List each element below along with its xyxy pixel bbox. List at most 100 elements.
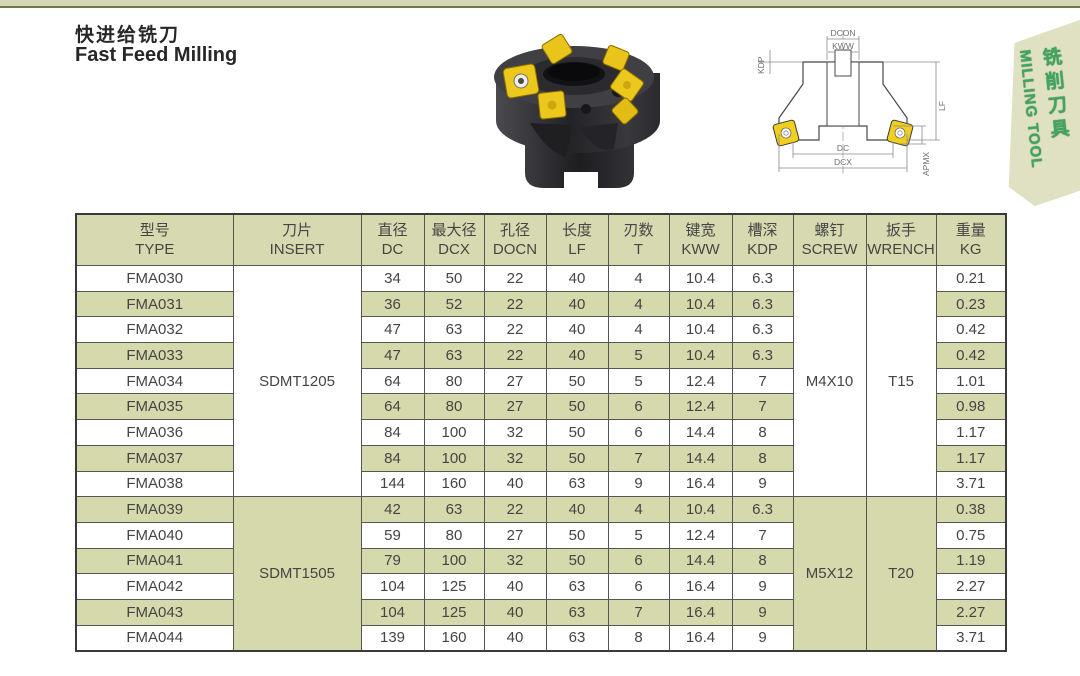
cell-kdp: 7 [731,367,794,395]
cell-docn: 27 [483,393,547,421]
cell-dc: 84 [360,444,425,472]
table-row: FMA037 84 100 32 50 7 14.4 8 1.17 [75,444,1007,472]
column-header-zh: 槽深 [747,221,778,239]
column-header-dc: 直径 DC [360,213,425,266]
cell-kg: 0.75 [935,521,1007,549]
cell-lf: 40 [545,496,609,523]
cell-docn: 32 [483,547,547,575]
cell-screw-merged: M5X12 [792,496,867,652]
cell-dcx: 50 [423,265,485,292]
cell-kg: 0.98 [935,393,1007,421]
column-header-dcx: 最大径 DCX [423,213,485,266]
cell-lf: 63 [545,598,609,626]
cell-kdp: 8 [731,419,794,446]
column-header-wrench: 扳手 WRENCH [865,213,937,266]
column-header-lf: 长度 LF [545,213,609,266]
cell-kww: 16.4 [668,624,733,652]
table-row: FMA034 64 80 27 50 5 12.4 7 1.01 [75,367,1007,395]
cell-wrench-merged: T15 [865,264,937,498]
cell-kg: 1.19 [935,547,1007,575]
cell-t: 7 [607,444,670,472]
cell-lf: 63 [545,573,609,600]
cell-docn: 32 [483,444,547,472]
cell-type: FMA043 [75,598,234,626]
cell-kww: 10.4 [668,342,733,369]
cell-lf: 40 [545,342,609,369]
cell-t: 9 [607,470,670,498]
milling-tool-tab[interactable]: MILLING TOOL 铣削刀具 [1008,19,1080,207]
cell-kww: 16.4 [668,470,733,498]
cell-kdp: 6.3 [731,265,794,292]
cell-dcx: 125 [423,598,485,626]
cell-dcx: 80 [423,367,485,395]
column-header-docn: 孔径 DOCN [483,213,547,266]
cell-type: FMA033 [75,342,234,369]
cell-dc: 36 [360,290,425,318]
table-row: FMA041 79 100 32 50 6 14.4 8 1.19 [75,547,1007,575]
page-title-zh: 快进给铣刀 [75,25,181,46]
table-row: FMA036 84 100 32 50 6 14.4 8 1.17 [75,419,1007,446]
dim-label-apmx: APMX [921,152,931,176]
cell-kww: 14.4 [668,444,733,472]
cell-t: 4 [607,316,670,344]
column-header-en: DCX [438,241,470,258]
cell-kdp: 8 [731,547,794,575]
cell-docn: 22 [483,316,547,344]
cell-t: 5 [607,342,670,369]
cell-docn: 40 [483,598,547,626]
cell-dc: 84 [360,419,425,446]
cell-kww: 10.4 [668,316,733,344]
cell-dc: 144 [360,470,425,498]
cell-type: FMA039 [75,496,234,523]
spec-table: 型号 TYPE 刀片 INSERT 直径 DC 最大径 DCX 孔径 DOCN 长度 LF 刃数 T 键宽 K… [75,213,1007,653]
cell-dcx: 63 [423,342,485,369]
spec-table-body: FMA030 SDMT1205 34 50 22 40 4 10.4 6.3 M4X10 T15 0.… [75,264,1007,652]
table-row: FMA043 104 125 40 63 7 16.4 9 2.27 [75,598,1007,626]
page-title-en: Fast Feed Milling [75,44,238,66]
cell-type: FMA038 [75,470,234,498]
cell-kww: 16.4 [668,573,733,600]
cell-kdp: 9 [731,598,794,626]
cell-kg: 1.17 [935,419,1007,446]
cell-kww: 12.4 [668,521,733,549]
cell-kg: 3.71 [935,470,1007,498]
column-header-zh: 直径 [377,221,408,239]
cell-kdp: 6.3 [731,316,794,344]
cell-kww: 12.4 [668,367,733,395]
cell-type: FMA036 [75,419,234,446]
cell-kdp: 8 [731,444,794,472]
cell-dc: 79 [360,547,425,575]
cell-kg: 3.71 [935,624,1007,652]
cell-kg: 0.38 [935,496,1007,523]
cell-docn: 27 [483,367,547,395]
column-header-en: DC [381,241,404,258]
cell-kdp: 9 [731,624,794,652]
cell-dcx: 63 [423,496,485,523]
cell-t: 6 [607,573,670,600]
cell-dc: 59 [360,521,425,549]
column-header-zh: 孔径 [499,221,530,239]
cell-kg: 2.27 [935,573,1007,600]
cell-dc: 34 [360,265,425,292]
cell-dcx: 160 [423,470,485,498]
column-header-zh: 型号 [139,221,170,239]
cell-kww: 10.4 [668,290,733,318]
milling-cutter-photo-illustration [494,33,660,190]
cell-type: FMA032 [75,316,234,344]
cell-kdp: 9 [731,470,794,498]
cell-t: 4 [607,290,670,318]
column-header-en: KWW [681,241,720,258]
cell-docn: 22 [483,265,547,292]
cell-type: FMA041 [75,547,234,575]
table-row: FMA030 SDMT1205 34 50 22 40 4 10.4 6.3 M4X10 T15 0.… [75,264,1007,498]
cell-t: 6 [607,547,670,575]
cell-dc: 64 [360,393,425,421]
cell-kdp: 6.3 [731,290,794,318]
cell-dcx: 100 [423,444,485,472]
cell-kg: 0.23 [935,290,1007,318]
cell-kdp: 7 [731,393,794,421]
table-row: FMA038 144 160 40 63 9 16.4 9 3.71 [75,470,1007,498]
table-row: FMA032 47 63 22 40 4 10.4 6.3 0.42 [75,316,1007,344]
cell-t: 4 [607,496,670,523]
column-header-insert: 刀片 INSERT [232,213,362,266]
